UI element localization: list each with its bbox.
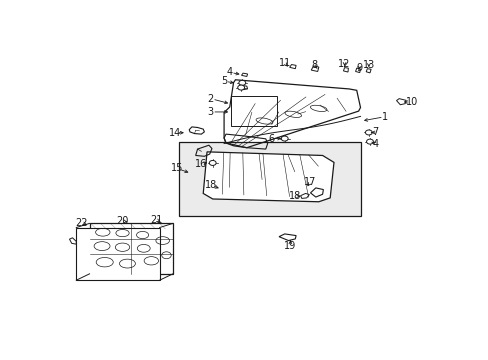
Polygon shape	[76, 228, 159, 280]
Text: 2: 2	[207, 94, 214, 104]
Circle shape	[365, 130, 371, 135]
Text: 15: 15	[170, 163, 183, 174]
Text: 9: 9	[355, 63, 361, 73]
Text: 4: 4	[226, 67, 232, 77]
Text: 14: 14	[168, 128, 181, 138]
Text: 3: 3	[207, 107, 213, 117]
Polygon shape	[203, 152, 333, 202]
Text: 16: 16	[194, 159, 206, 169]
Text: 7: 7	[372, 127, 378, 138]
Circle shape	[366, 139, 373, 144]
Text: 22: 22	[76, 218, 88, 228]
FancyBboxPatch shape	[178, 141, 360, 216]
Text: 17: 17	[304, 177, 316, 187]
Circle shape	[237, 85, 244, 90]
Text: 19: 19	[284, 240, 296, 251]
Polygon shape	[89, 223, 173, 274]
Text: 13: 13	[362, 60, 374, 70]
Text: 11: 11	[278, 58, 290, 68]
Circle shape	[209, 161, 216, 166]
Text: 6: 6	[268, 134, 274, 144]
Text: 4: 4	[372, 139, 378, 149]
Text: 12: 12	[338, 59, 350, 69]
Text: 21: 21	[150, 215, 163, 225]
Circle shape	[281, 136, 287, 141]
Text: 8: 8	[310, 60, 317, 70]
Text: 20: 20	[116, 216, 128, 226]
Text: 10: 10	[405, 97, 417, 107]
Text: 1: 1	[381, 112, 387, 122]
Circle shape	[238, 80, 245, 85]
Text: 5: 5	[221, 76, 227, 86]
Text: 18: 18	[288, 191, 301, 201]
Text: 18: 18	[204, 180, 217, 190]
